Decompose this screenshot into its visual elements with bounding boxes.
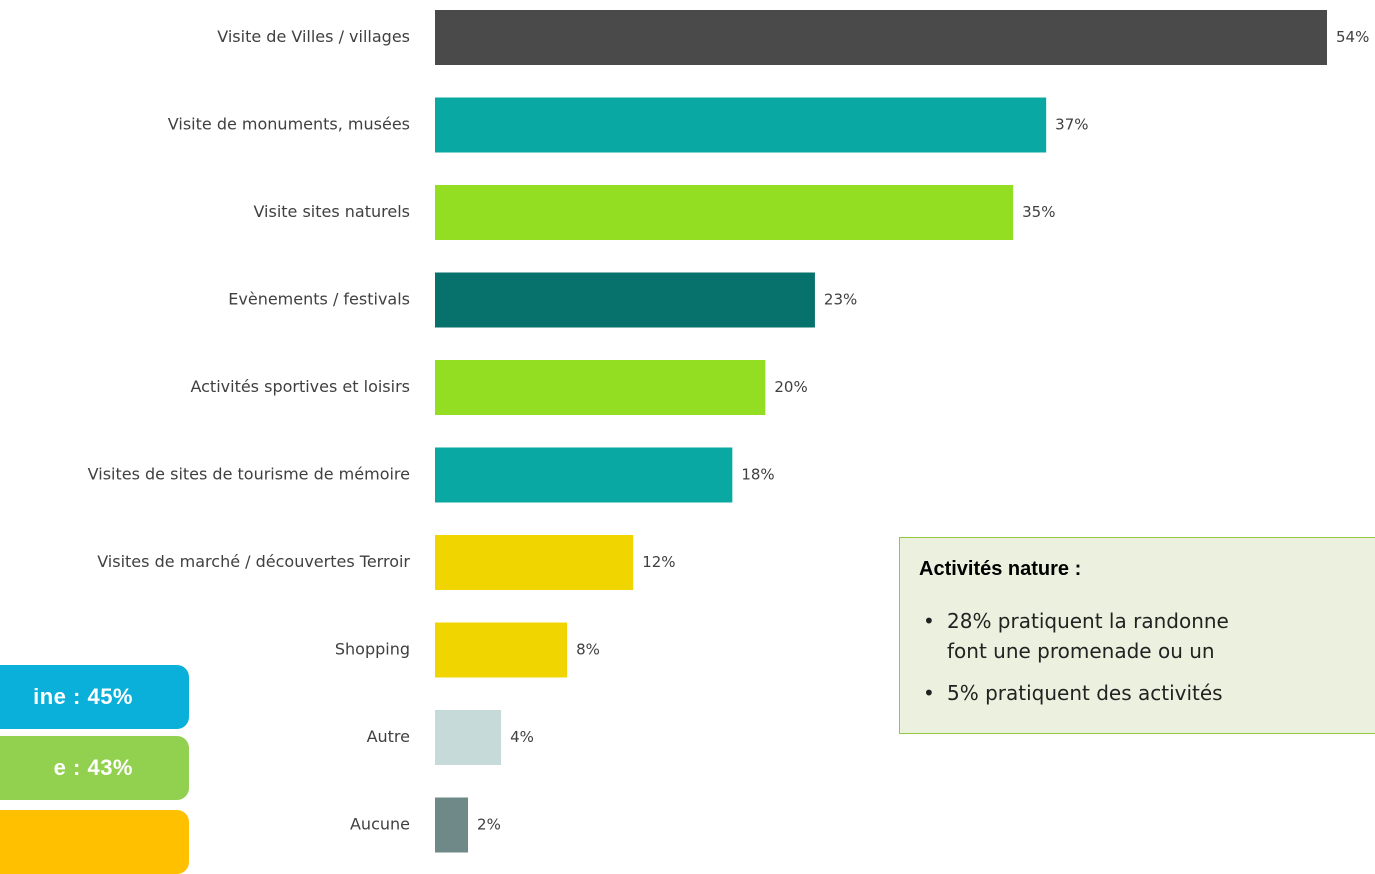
bars	[435, 10, 1327, 853]
nature-item-activities: • 5% pratiquent des activités	[919, 678, 1229, 708]
bar-9	[435, 797, 469, 853]
bar-2	[435, 185, 1014, 240]
category-label-6: Visites de marché / découvertes Terroir	[97, 552, 410, 571]
bar-1	[435, 97, 1047, 153]
value-label-8: 4%	[510, 728, 534, 746]
value-labels: 54% 37% 35% 23% 20% 18% 12% 8% 4% 2%	[477, 28, 1369, 834]
nature-activities-box: Activités nature : • 28% pratiquent la r…	[899, 537, 1375, 734]
bullet-icon: •	[923, 681, 935, 705]
bar-5	[435, 447, 733, 503]
badge-2-text: e : 43%	[53, 755, 133, 780]
activities-bar-chart: Visite de Villes / villages Visite de mon…	[88, 10, 1369, 853]
category-label-8: Autre	[367, 727, 410, 746]
bar-0	[435, 10, 1327, 65]
value-label-3: 23%	[824, 291, 857, 309]
category-label-7: Shopping	[335, 640, 410, 659]
badge-3	[0, 810, 189, 874]
nature-item-hiking: • 28% pratiquent la randonne font une pr…	[919, 606, 1229, 666]
nature-item-activities-line-1: 5% pratiquent des activités	[947, 681, 1223, 705]
nature-box-title: Activités nature :	[919, 558, 1082, 580]
bar-7	[435, 622, 568, 678]
value-label-1: 37%	[1055, 116, 1088, 134]
bar-4	[435, 360, 766, 415]
nature-item-hiking-line-1: 28% pratiquent la randonne	[947, 609, 1229, 633]
value-label-4: 20%	[774, 378, 807, 396]
category-label-1: Visite de monuments, musées	[168, 115, 410, 134]
value-label-7: 8%	[576, 641, 600, 659]
badge-2: e : 43%	[0, 736, 189, 800]
category-label-4: Activités sportives et loisirs	[190, 377, 410, 396]
category-label-9: Aucune	[350, 815, 410, 834]
category-label-5: Visites de sites de tourisme de mémoire	[88, 465, 410, 484]
bar-3	[435, 272, 815, 328]
badge-1-text: ine : 45%	[33, 684, 133, 709]
bar-8	[435, 710, 502, 765]
category-label-2: Visite sites naturels	[253, 202, 410, 221]
category-label-3: Evènements / festivals	[228, 290, 410, 309]
nature-box-list: • 28% pratiquent la randonne font une pr…	[919, 606, 1229, 708]
value-label-2: 35%	[1022, 203, 1055, 221]
category-label-0: Visite de Villes / villages	[217, 27, 410, 46]
value-label-5: 18%	[741, 466, 774, 484]
value-label-6: 12%	[642, 553, 675, 571]
bar-6	[435, 535, 634, 590]
category-labels: Visite de Villes / villages Visite de mon…	[88, 27, 411, 834]
value-label-9: 2%	[477, 816, 501, 834]
value-label-0: 54%	[1336, 28, 1369, 46]
nature-item-hiking-line-2: font une promenade ou un	[947, 639, 1215, 663]
bullet-icon: •	[923, 609, 935, 633]
badge-1: ine : 45%	[0, 665, 189, 729]
